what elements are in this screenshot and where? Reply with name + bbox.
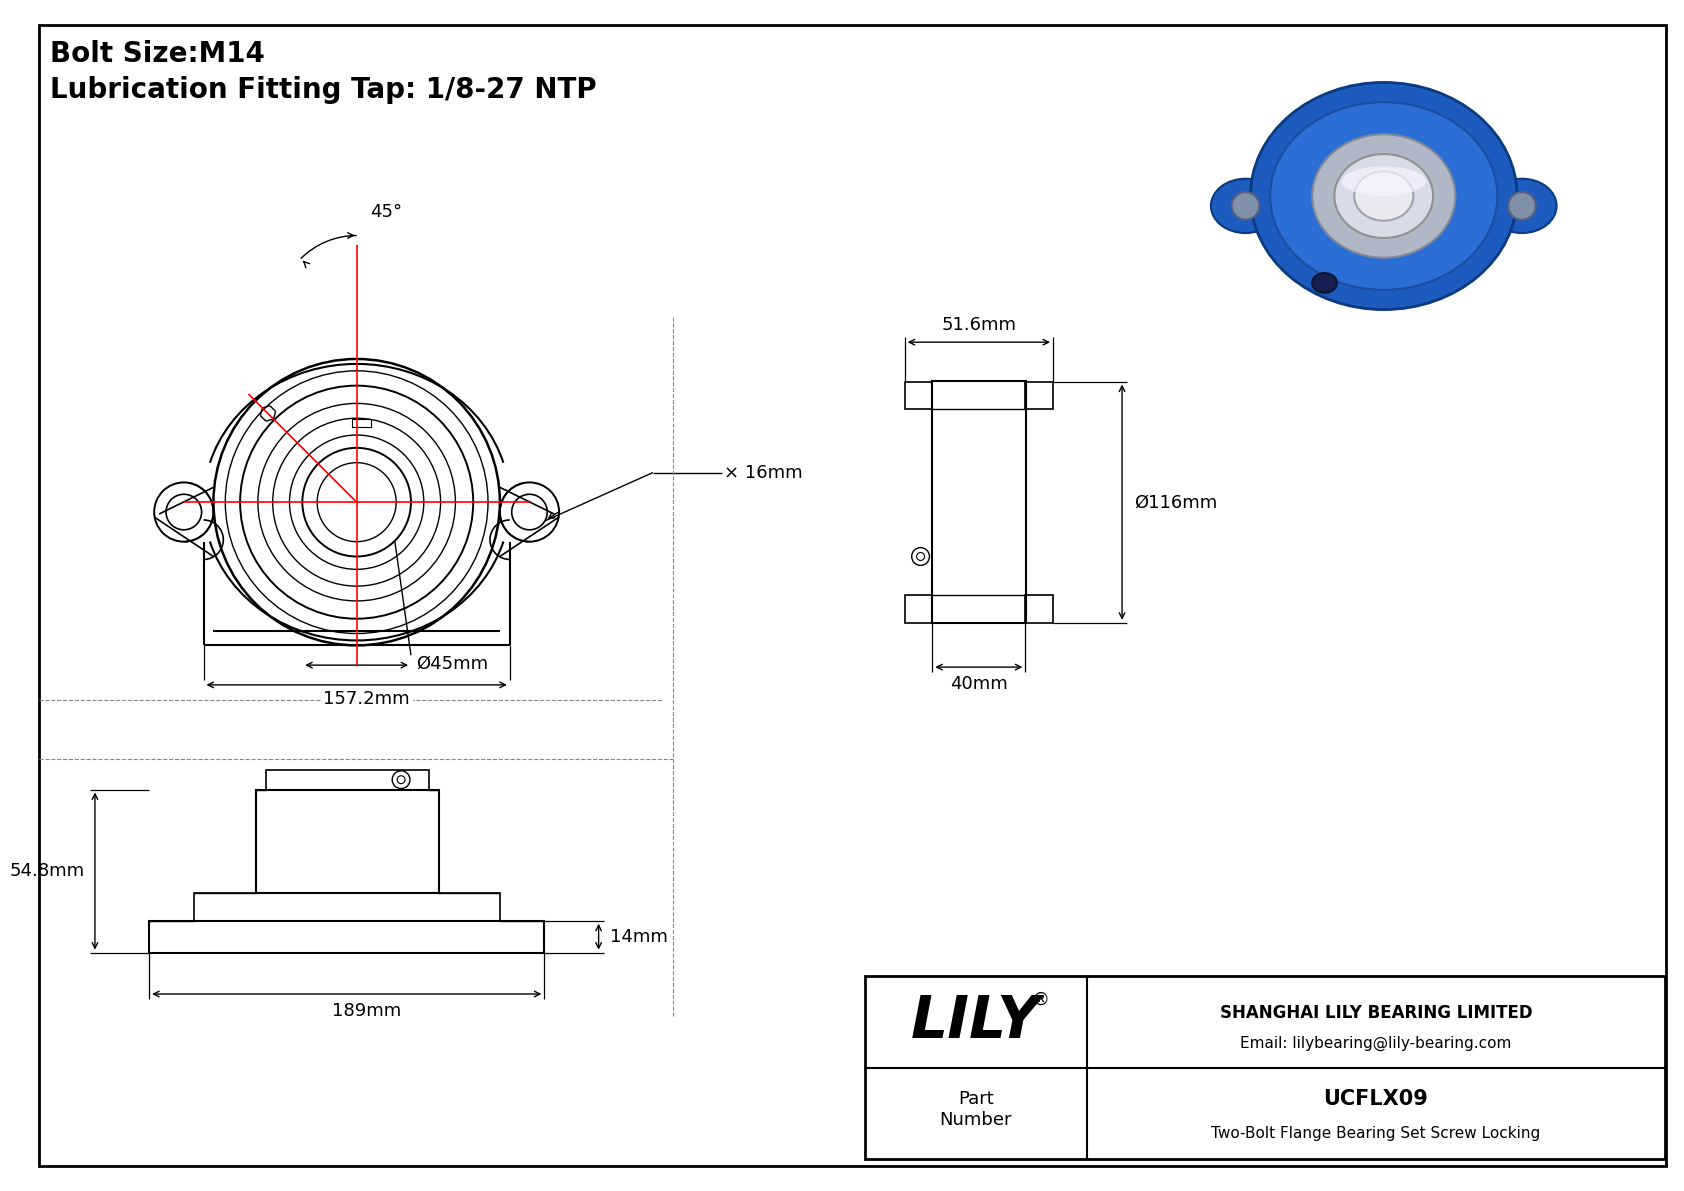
Bar xyxy=(352,419,372,428)
Ellipse shape xyxy=(1270,102,1497,289)
Circle shape xyxy=(1509,192,1536,219)
Bar xyxy=(194,893,500,921)
Text: SHANGHAI LILY BEARING LIMITED: SHANGHAI LILY BEARING LIMITED xyxy=(1219,1004,1532,1022)
Bar xyxy=(150,921,544,953)
Text: ®: ® xyxy=(1031,991,1049,1009)
Ellipse shape xyxy=(1354,172,1413,220)
Text: 54.8mm: 54.8mm xyxy=(10,862,86,880)
Bar xyxy=(904,381,933,410)
Ellipse shape xyxy=(1312,135,1455,257)
Text: Lubrication Fitting Tap: 1/8-27 NTP: Lubrication Fitting Tap: 1/8-27 NTP xyxy=(51,75,598,104)
Bar xyxy=(1026,596,1052,623)
Text: Email: lilybearing@lily-bearing.com: Email: lilybearing@lily-bearing.com xyxy=(1239,1036,1512,1052)
Bar xyxy=(933,381,1026,623)
Text: Two-Bolt Flange Bearing Set Screw Locking: Two-Bolt Flange Bearing Set Screw Lockin… xyxy=(1211,1125,1541,1141)
Text: × 16mm: × 16mm xyxy=(724,463,803,481)
Text: Part
Number: Part Number xyxy=(940,1090,1012,1129)
Text: 45°: 45° xyxy=(370,202,402,220)
Text: 51.6mm: 51.6mm xyxy=(941,317,1017,335)
Ellipse shape xyxy=(1334,154,1433,238)
Bar xyxy=(1026,381,1052,410)
Bar xyxy=(904,596,933,623)
Ellipse shape xyxy=(1342,167,1426,197)
Text: LILY: LILY xyxy=(911,993,1041,1050)
Ellipse shape xyxy=(1312,273,1337,293)
Text: 157.2mm: 157.2mm xyxy=(323,690,409,707)
Bar xyxy=(266,769,429,790)
Bar xyxy=(866,977,1665,1159)
Ellipse shape xyxy=(1251,82,1517,310)
Text: 14mm: 14mm xyxy=(611,928,669,946)
Text: Ø116mm: Ø116mm xyxy=(1133,493,1218,511)
Ellipse shape xyxy=(1211,179,1280,233)
Ellipse shape xyxy=(1487,179,1556,233)
Bar xyxy=(256,790,438,893)
Text: Ø45mm: Ø45mm xyxy=(416,654,488,672)
Text: Bolt Size:M14: Bolt Size:M14 xyxy=(51,40,266,68)
Circle shape xyxy=(1231,192,1260,219)
Text: UCFLX09: UCFLX09 xyxy=(1324,1089,1428,1109)
Text: 189mm: 189mm xyxy=(332,1002,401,1019)
Text: 40mm: 40mm xyxy=(950,675,1007,693)
